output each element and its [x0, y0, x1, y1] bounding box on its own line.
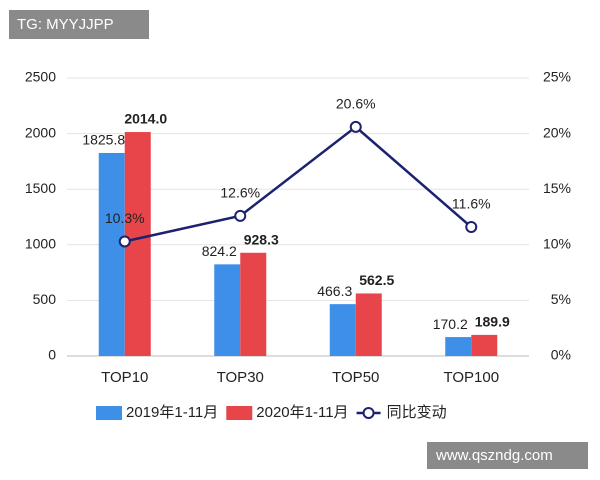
y-tick-label: 1000: [25, 236, 56, 252]
watermark: TG: MYYJJPP: [17, 16, 114, 33]
y2-tick-label: 20%: [543, 124, 571, 140]
y-tick-label: 2500: [25, 69, 56, 85]
watermark-box: [9, 10, 149, 39]
bar: [329, 304, 356, 356]
bar-value-label: 824.2: [202, 243, 237, 259]
watermark-box: [427, 442, 588, 469]
bar: [355, 293, 382, 356]
legend-marker: [362, 407, 375, 419]
line-value-label: 11.6%: [452, 196, 491, 212]
legend-swatch: [226, 406, 253, 420]
line-marker: [234, 209, 247, 222]
line-marker: [349, 120, 362, 133]
line-marker: [465, 221, 478, 234]
bar: [445, 337, 472, 356]
bar: [471, 334, 498, 356]
x-tick-label: TOP100: [443, 369, 499, 386]
bar: [240, 252, 267, 356]
x-tick-label: TOP30: [217, 369, 264, 386]
x-tick-label: TOP10: [101, 369, 148, 386]
bar: [98, 152, 125, 356]
x-tick-label: TOP50: [332, 369, 379, 386]
y-tick-label: 500: [33, 291, 57, 307]
legend-label: 2019年1-11月: [126, 404, 218, 421]
bar-value-label: 1825.8: [82, 132, 125, 148]
legend-swatch: [96, 406, 122, 420]
y-tick-label: 0: [48, 347, 56, 363]
y-tick-label: 2000: [25, 124, 56, 140]
bar: [214, 264, 241, 356]
legend-label: 2020年1-11月: [256, 404, 348, 421]
bar-value-label: 562.5: [359, 272, 394, 288]
line-value-label: 10.3%: [105, 210, 145, 226]
y2-tick-label: 5%: [551, 291, 571, 307]
bar-value-label: 189.9: [475, 314, 510, 330]
line: [124, 125, 473, 243]
bar-value-label: 2014.0: [124, 111, 167, 127]
watermark: www.qszndg.com: [435, 447, 553, 464]
y2-tick-label: 25%: [543, 69, 571, 85]
bar-value-label: 466.3: [317, 283, 352, 299]
legend-label: 同比变动: [387, 404, 447, 421]
line-value-label: 20.6%: [336, 96, 376, 112]
y2-tick-label: 15%: [543, 180, 571, 196]
line-value-label: 12.6%: [220, 185, 260, 201]
bar-value-label: 928.3: [244, 231, 279, 247]
y2-tick-label: 0%: [551, 347, 571, 363]
line-marker: [118, 235, 131, 248]
bar-value-label: 170.2: [433, 316, 468, 332]
y-tick-label: 1500: [25, 180, 56, 196]
y2-tick-label: 10%: [543, 236, 571, 252]
